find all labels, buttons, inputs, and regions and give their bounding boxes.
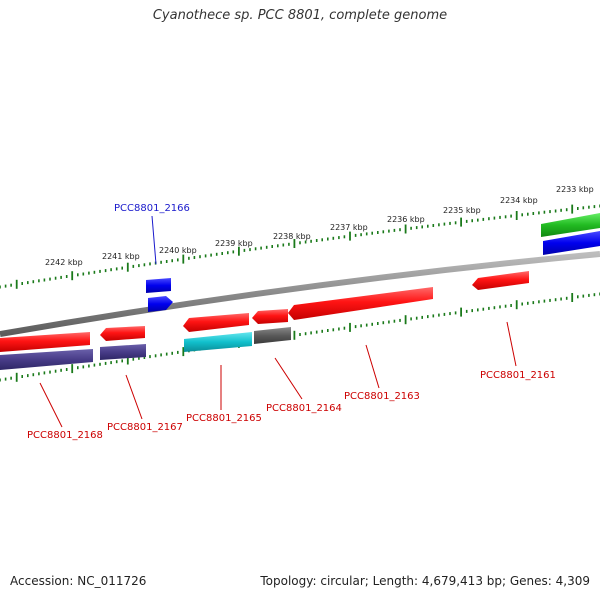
scale-label-2240: 2240 kbp: [159, 246, 197, 255]
leader-2164: [274, 357, 303, 400]
scale-label-2238: 2238 kbp: [273, 232, 311, 241]
scale-label-2233: 2233 kbp: [556, 185, 594, 194]
scale-labels: 2233 kbp 2234 kbp 2235 kbp 2236 kbp 2237…: [45, 185, 594, 267]
leader-2161: [506, 321, 517, 367]
genome-backbone: [0, 251, 600, 337]
genome-summary-text: Topology: circular; Length: 4,679,413 bp…: [260, 574, 590, 588]
gene-label-2165: PCC8801_2165: [186, 413, 262, 424]
gene-2164-feature[interactable]: [254, 327, 291, 344]
gene-2166-upper[interactable]: [146, 278, 171, 293]
scale-label-2236: 2236 kbp: [387, 215, 425, 224]
leader-lines: [39, 215, 517, 428]
genome-title: Cyanothece sp. PCC 8801, complete genome: [152, 8, 448, 23]
scale-label-2242: 2242 kbp: [45, 258, 83, 267]
leader-2163: [365, 344, 380, 389]
forward-strand-genes: [0, 271, 529, 352]
gene-label-2168: PCC8801_2168: [27, 430, 103, 441]
gene-2161-forward[interactable]: [472, 271, 529, 290]
gene-2164-forward[interactable]: [252, 309, 288, 324]
gene-2165-feature[interactable]: [184, 332, 252, 352]
accession-text: Accession: NC_011726: [10, 574, 147, 588]
gene-label-2161: PCC8801_2161: [480, 370, 556, 381]
gene-2167-reverse[interactable]: [100, 344, 146, 360]
gene-label-2166: PCC8801_2166: [114, 203, 190, 214]
leader-2167: [125, 374, 143, 420]
scale-label-2241: 2241 kbp: [102, 252, 140, 261]
scale-label-2234: 2234 kbp: [500, 196, 538, 205]
gene-2168-reverse[interactable]: [0, 349, 93, 370]
gene-2167-forward[interactable]: [100, 326, 145, 341]
gene-labels: PCC8801_2166 PCC8801_2168 PCC8801_2167 P…: [27, 203, 556, 441]
scale-label-2235: 2235 kbp: [443, 206, 481, 215]
outer-scale-ticks: [0, 204, 600, 289]
gene-label-2163: PCC8801_2163: [344, 391, 420, 402]
gene-2168-forward[interactable]: [0, 332, 90, 352]
gene-label-2167: PCC8801_2167: [107, 422, 183, 433]
gene-green-right[interactable]: [541, 213, 600, 237]
scale-label-2239: 2239 kbp: [215, 239, 253, 248]
gene-2165-forward[interactable]: [183, 313, 249, 332]
gene-2166-lower[interactable]: [148, 296, 173, 312]
feature-genes: [0, 213, 600, 370]
scale-label-2237: 2237 kbp: [330, 223, 368, 232]
leader-2168: [39, 382, 63, 428]
gene-label-2164: PCC8801_2164: [266, 403, 342, 414]
gene-2163-forward[interactable]: [288, 287, 433, 320]
leader-2166: [151, 215, 157, 265]
gene-blue-right[interactable]: [543, 231, 600, 255]
